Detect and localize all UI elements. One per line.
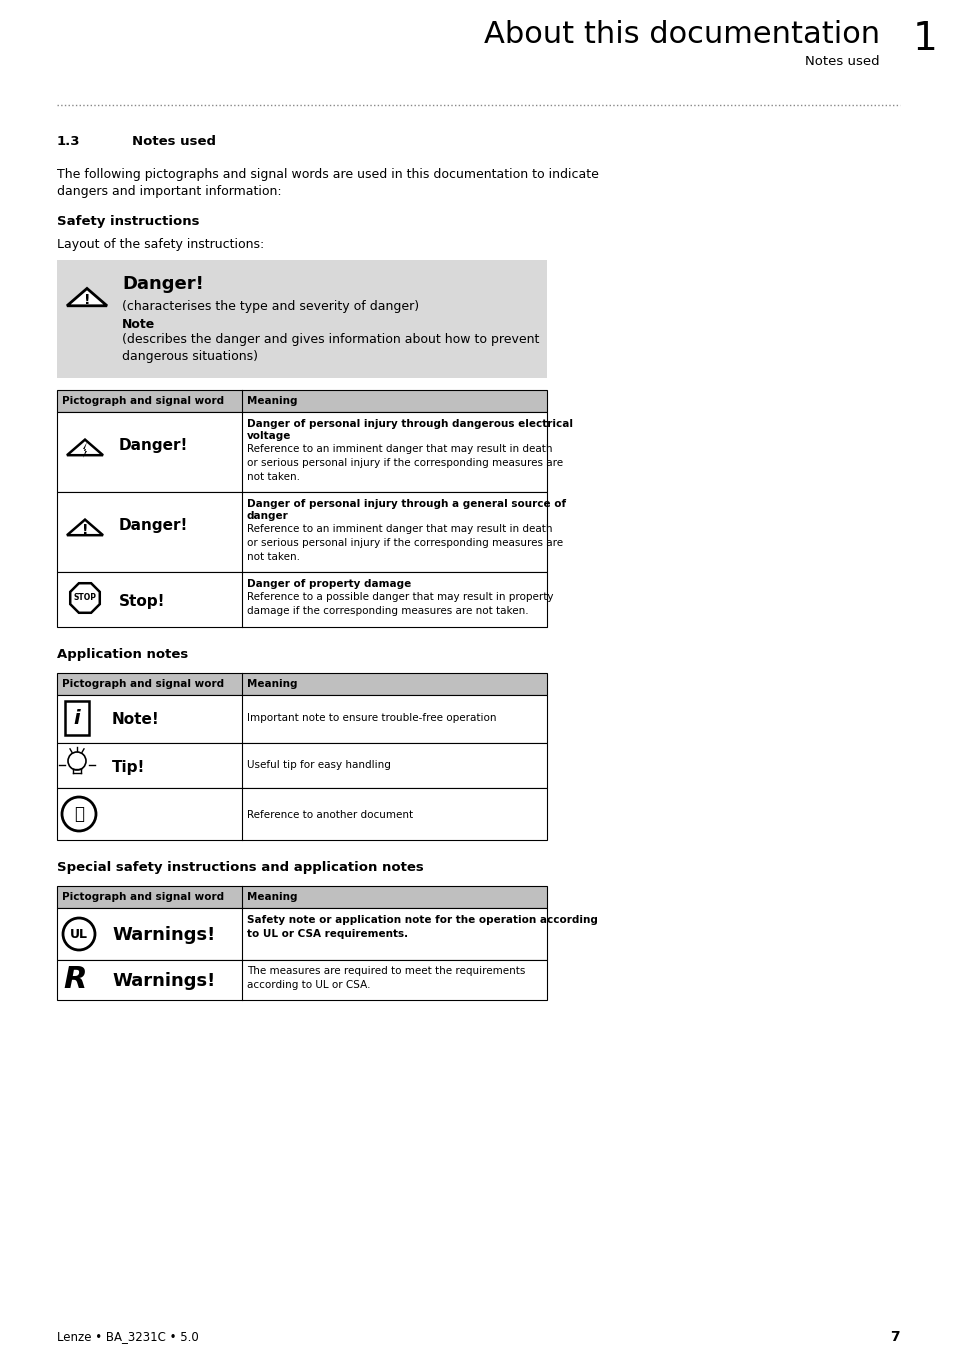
Text: dangers and important information:: dangers and important information: [57, 185, 281, 198]
FancyBboxPatch shape [57, 743, 546, 788]
FancyBboxPatch shape [57, 695, 546, 742]
Text: 1: 1 [912, 20, 937, 58]
Text: Danger of personal injury through a general source of: Danger of personal injury through a gene… [247, 500, 565, 509]
Text: voltage: voltage [247, 431, 291, 441]
Text: 1.3: 1.3 [57, 135, 80, 148]
Text: Stop!: Stop! [119, 594, 165, 609]
FancyBboxPatch shape [57, 788, 546, 840]
Text: The measures are required to meet the requirements
according to UL or CSA.: The measures are required to meet the re… [247, 967, 525, 990]
Text: Meaning: Meaning [247, 679, 297, 688]
Text: Warnings!: Warnings! [112, 972, 215, 990]
FancyBboxPatch shape [57, 674, 546, 695]
Text: !: ! [82, 522, 89, 537]
FancyBboxPatch shape [57, 491, 546, 572]
Polygon shape [67, 520, 103, 535]
FancyBboxPatch shape [65, 701, 89, 734]
Polygon shape [67, 289, 107, 305]
Text: Special safety instructions and application notes: Special safety instructions and applicat… [57, 861, 423, 873]
Text: (characterises the type and severity of danger): (characterises the type and severity of … [122, 300, 418, 313]
Text: Danger!: Danger! [119, 518, 188, 533]
Text: Safety instructions: Safety instructions [57, 215, 199, 228]
Text: Warnings!: Warnings! [112, 926, 215, 944]
Text: Notes used: Notes used [132, 135, 215, 148]
Text: Application notes: Application notes [57, 648, 188, 662]
Text: Reference to another document: Reference to another document [247, 810, 413, 819]
FancyBboxPatch shape [57, 412, 546, 491]
Text: Useful tip for easy handling: Useful tip for easy handling [247, 760, 391, 770]
Text: 7: 7 [889, 1330, 899, 1345]
Text: Reference to a possible danger that may result in property
damage if the corresp: Reference to a possible danger that may … [247, 593, 553, 616]
Text: Pictograph and signal word: Pictograph and signal word [62, 892, 224, 902]
Text: Meaning: Meaning [247, 892, 297, 902]
FancyBboxPatch shape [57, 909, 546, 960]
Text: Important note to ensure trouble-free operation: Important note to ensure trouble-free op… [247, 713, 496, 724]
Text: (describes the danger and gives information about how to prevent: (describes the danger and gives informat… [122, 333, 538, 346]
Circle shape [63, 918, 95, 950]
Circle shape [62, 796, 96, 832]
Text: STOP: STOP [73, 594, 96, 602]
Text: i: i [73, 709, 80, 728]
Text: Pictograph and signal word: Pictograph and signal word [62, 679, 224, 688]
Text: Meaning: Meaning [247, 396, 297, 406]
FancyBboxPatch shape [57, 960, 546, 1000]
Polygon shape [83, 441, 87, 458]
Text: Reference to an imminent danger that may result in death
or serious personal inj: Reference to an imminent danger that may… [247, 524, 562, 562]
Text: R: R [63, 965, 87, 995]
Text: The following pictographs and signal words are used in this documentation to ind: The following pictographs and signal wor… [57, 167, 598, 181]
Text: Danger of property damage: Danger of property damage [247, 579, 411, 589]
FancyBboxPatch shape [57, 886, 546, 909]
Text: UL: UL [70, 927, 88, 941]
FancyBboxPatch shape [57, 261, 546, 378]
Text: Safety note or application note for the operation according
to UL or CSA require: Safety note or application note for the … [247, 915, 598, 940]
Polygon shape [67, 440, 103, 455]
Text: Note: Note [122, 319, 155, 331]
Text: Danger!: Danger! [119, 437, 188, 454]
Text: Reference to an imminent danger that may result in death
or serious personal inj: Reference to an imminent danger that may… [247, 444, 562, 482]
Text: Lenze • BA_3231C • 5.0: Lenze • BA_3231C • 5.0 [57, 1330, 198, 1343]
Text: dangerous situations): dangerous situations) [122, 350, 257, 363]
FancyBboxPatch shape [57, 572, 546, 626]
Text: Danger!: Danger! [122, 275, 204, 293]
Text: About this documentation: About this documentation [483, 20, 879, 49]
FancyBboxPatch shape [57, 390, 546, 412]
Text: danger: danger [247, 512, 289, 521]
Text: Notes used: Notes used [804, 55, 879, 68]
Circle shape [68, 752, 86, 769]
Text: Pictograph and signal word: Pictograph and signal word [62, 396, 224, 406]
Text: Danger of personal injury through dangerous electrical: Danger of personal injury through danger… [247, 418, 573, 429]
Text: Tip!: Tip! [112, 760, 145, 775]
Text: Note!: Note! [112, 711, 159, 728]
Polygon shape [71, 583, 100, 613]
Text: ✋: ✋ [74, 805, 84, 823]
Text: Layout of the safety instructions:: Layout of the safety instructions: [57, 238, 264, 251]
Text: !: ! [84, 293, 91, 306]
